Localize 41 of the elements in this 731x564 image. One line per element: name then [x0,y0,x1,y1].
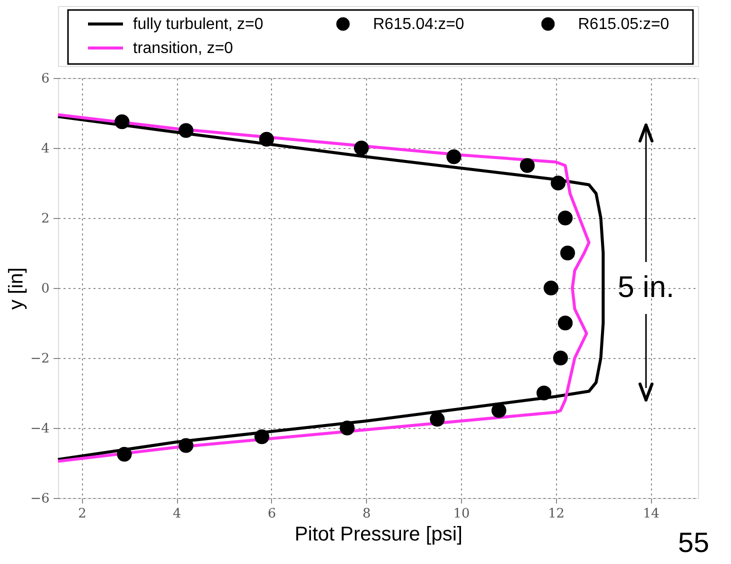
x-tick-label: 2 [78,506,86,522]
x-tick-label: 4 [172,506,182,522]
point [116,446,132,462]
point [536,386,552,400]
y-tick-label: −2 [30,352,50,366]
legend-label: fully turbulent, z=0 [133,16,264,33]
point [340,420,355,436]
point [520,158,535,173]
x-axis-title: Pitot Pressure [psi] [294,524,462,546]
annotation: 5 in. [618,271,674,304]
x-tick-label: 12 [548,506,565,522]
point [550,176,566,190]
legend-label: R615.04:z=0 [373,16,464,33]
x-tick-label: 8 [362,506,371,522]
legend-label: R615.05:z=0 [578,16,670,33]
legend-label: transition, z=0 [133,40,234,57]
text: 55 [678,527,710,558]
y-axis-title: y [in] [5,267,28,310]
point [430,412,445,427]
point [259,132,274,147]
point [544,280,558,296]
point [254,429,270,444]
point [114,114,130,130]
point [558,316,573,330]
x-tick-label: 6 [268,506,276,522]
point [178,438,194,453]
point [354,140,369,156]
y-tick-label: −6 [30,492,50,506]
y-tick-label: 0 [41,282,50,296]
point [178,123,194,138]
y-tick-label: −4 [30,422,50,436]
point [558,210,573,226]
y-tick-label: 2 [41,212,50,226]
point [560,246,576,260]
y-tick-label: 4 [41,142,50,156]
point [491,403,506,418]
x-tick-label: 10 [453,506,470,522]
point [446,149,462,164]
point [553,350,568,366]
y-tick-label: 6 [41,72,50,86]
x-tick-label: 14 [642,506,660,522]
